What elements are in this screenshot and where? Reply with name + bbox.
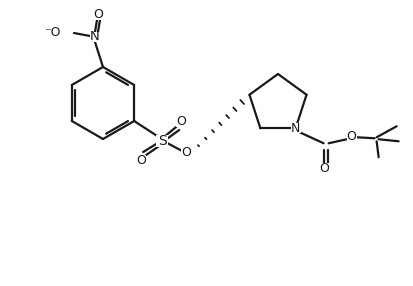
Text: S: S [157, 134, 166, 148]
Text: O: O [319, 162, 329, 175]
Text: N: N [90, 31, 100, 43]
Bar [176, 117, 186, 127]
Bar [181, 148, 191, 158]
Bar [90, 32, 100, 42]
Bar [346, 131, 356, 141]
Bar [93, 10, 103, 20]
Text: O: O [136, 154, 146, 166]
Text: O: O [93, 7, 103, 21]
Bar [319, 163, 329, 173]
Bar [290, 123, 300, 133]
Text: O: O [181, 146, 191, 160]
Text: ⁻O: ⁻O [44, 27, 61, 39]
Text: O: O [176, 116, 186, 128]
Text: N: N [290, 122, 299, 135]
Bar [136, 155, 146, 165]
Bar [156, 135, 168, 147]
Text: O: O [346, 130, 356, 143]
